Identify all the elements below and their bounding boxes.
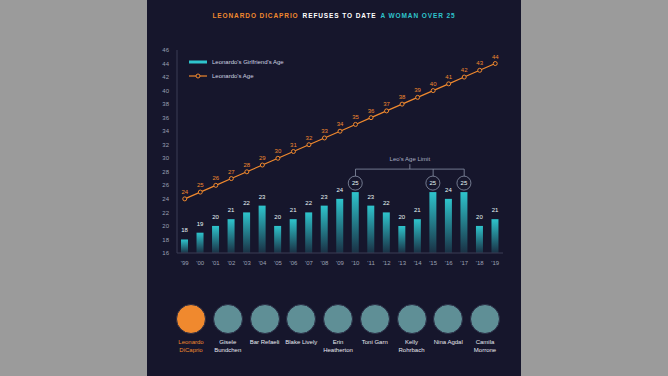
svg-text:32: 32 xyxy=(306,135,313,141)
svg-text:36: 36 xyxy=(368,108,375,114)
svg-text:32: 32 xyxy=(162,142,169,148)
svg-text:34: 34 xyxy=(337,121,344,127)
svg-text:18: 18 xyxy=(162,237,169,243)
svg-text:24: 24 xyxy=(181,189,188,195)
html-text:LEONARDO DICAPRIO: LEONARDO DICAPRIO xyxy=(212,12,299,19)
svg-text:'18: '18 xyxy=(476,260,484,266)
svg-text:'15: '15 xyxy=(429,260,437,266)
svg-text:23: 23 xyxy=(321,194,328,200)
svg-text:38: 38 xyxy=(162,101,169,107)
svg-text:22: 22 xyxy=(243,200,250,206)
svg-text:20: 20 xyxy=(398,214,405,220)
svg-text:'10: '10 xyxy=(352,260,360,266)
svg-text:22: 22 xyxy=(162,210,169,216)
svg-text:'11: '11 xyxy=(367,260,375,266)
svg-text:20: 20 xyxy=(274,214,281,220)
html-text:REFUSES TO DATE: REFUSES TO DATE xyxy=(302,12,377,19)
svg-text:20: 20 xyxy=(162,223,169,229)
svg-text:42: 42 xyxy=(162,74,169,80)
svg-text:'12: '12 xyxy=(383,260,391,266)
svg-text:23: 23 xyxy=(367,194,374,200)
svg-text:36: 36 xyxy=(162,115,169,121)
svg-text:22: 22 xyxy=(383,200,390,206)
svg-text:19: 19 xyxy=(197,221,204,227)
svg-text:44: 44 xyxy=(492,54,499,60)
svg-text:16: 16 xyxy=(162,250,169,256)
svg-text:28: 28 xyxy=(162,169,169,175)
svg-text:25: 25 xyxy=(197,182,204,188)
svg-text:39: 39 xyxy=(414,87,421,93)
html-text:Camila Morrone: Camila Morrone xyxy=(473,339,497,353)
svg-text:'19: '19 xyxy=(491,260,499,266)
svg-text:40: 40 xyxy=(430,81,437,87)
svg-text:21: 21 xyxy=(492,207,499,213)
html-text:Bar Refaeli: Bar Refaeli xyxy=(249,339,280,345)
svg-text:'08: '08 xyxy=(321,260,329,266)
svg-text:30: 30 xyxy=(275,148,282,154)
svg-text:20: 20 xyxy=(212,214,219,220)
svg-text:'13: '13 xyxy=(398,260,406,266)
svg-text:30: 30 xyxy=(162,155,169,161)
svg-text:Leo's Age Limit: Leo's Age Limit xyxy=(390,156,431,162)
svg-text:'01: '01 xyxy=(212,260,220,266)
svg-text:40: 40 xyxy=(162,88,169,94)
svg-text:'05: '05 xyxy=(274,260,282,266)
svg-text:24: 24 xyxy=(336,187,343,193)
svg-text:33: 33 xyxy=(321,128,328,134)
svg-text:27: 27 xyxy=(228,169,235,175)
svg-text:'99: '99 xyxy=(181,260,189,266)
svg-text:46: 46 xyxy=(162,47,169,53)
html-text:Leonardo's Age: Leonardo's Age xyxy=(212,73,254,79)
svg-text:'06: '06 xyxy=(290,260,298,266)
svg-text:'14: '14 xyxy=(414,260,422,266)
svg-text:21: 21 xyxy=(290,207,297,213)
svg-text:26: 26 xyxy=(162,182,169,188)
svg-text:37: 37 xyxy=(383,101,390,107)
svg-text:24: 24 xyxy=(162,196,169,202)
html-text:Erin Heatherton: Erin Heatherton xyxy=(323,339,353,353)
svg-text:'03: '03 xyxy=(243,260,251,266)
svg-text:42: 42 xyxy=(461,67,468,73)
html-text:Kelly Rohrbach: Kelly Rohrbach xyxy=(398,339,425,353)
html-text:Toni Garn: Toni Garn xyxy=(361,339,388,345)
svg-text:'04: '04 xyxy=(258,260,266,266)
svg-text:18: 18 xyxy=(181,227,188,233)
svg-text:24: 24 xyxy=(445,187,452,193)
html-text:A WOMAN OVER 25: A WOMAN OVER 25 xyxy=(380,12,456,19)
svg-text:22: 22 xyxy=(305,200,312,206)
svg-text:'16: '16 xyxy=(445,260,453,266)
svg-text:'17: '17 xyxy=(460,260,468,266)
html-text:Gisele Bundchen: Gisele Bundchen xyxy=(214,339,242,353)
svg-text:28: 28 xyxy=(244,162,251,168)
svg-text:31: 31 xyxy=(290,142,297,148)
svg-text:43: 43 xyxy=(476,60,483,66)
html-text:Leonardo's Girlfriend's Age: Leonardo's Girlfriend's Age xyxy=(212,59,284,65)
svg-text:26: 26 xyxy=(212,175,219,181)
svg-text:23: 23 xyxy=(259,194,266,200)
svg-text:21: 21 xyxy=(414,207,421,213)
html-text:Nina Agdal: Nina Agdal xyxy=(433,339,463,345)
svg-text:25: 25 xyxy=(461,180,468,186)
svg-text:38: 38 xyxy=(399,94,406,100)
svg-text:25: 25 xyxy=(352,180,359,186)
html-text:Leonardo DiCaprio: Leonardo DiCaprio xyxy=(178,339,204,353)
html-text:Blake Lively: Blake Lively xyxy=(285,339,318,345)
svg-text:25: 25 xyxy=(430,180,437,186)
svg-text:44: 44 xyxy=(162,61,169,67)
svg-text:20: 20 xyxy=(476,214,483,220)
svg-text:'09: '09 xyxy=(336,260,344,266)
svg-text:'02: '02 xyxy=(227,260,235,266)
svg-text:'07: '07 xyxy=(305,260,313,266)
svg-text:29: 29 xyxy=(259,155,266,161)
svg-text:34: 34 xyxy=(162,128,169,134)
svg-text:35: 35 xyxy=(352,114,359,120)
svg-text:'00: '00 xyxy=(196,260,204,266)
svg-text:21: 21 xyxy=(228,207,235,213)
svg-text:41: 41 xyxy=(445,74,452,80)
